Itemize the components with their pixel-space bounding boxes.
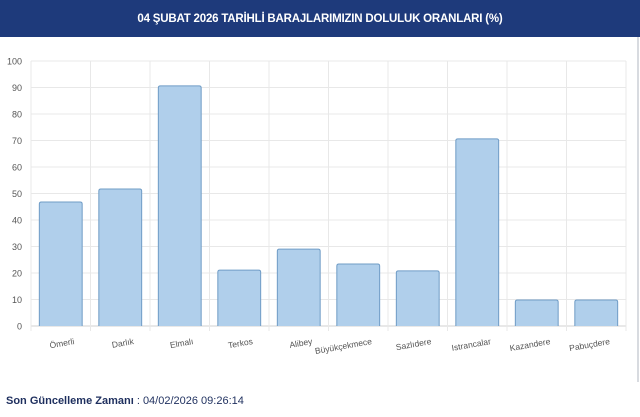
- bar-büyükçekmece: [336, 263, 381, 326]
- last-update: Son Güncelleme Zamanı : 04/02/2026 09:26…: [6, 395, 244, 407]
- y-tick-label: 0: [17, 322, 22, 332]
- y-tick-label: 70: [12, 136, 22, 146]
- x-tick-label: Darlık: [111, 336, 135, 350]
- y-tick-label: 80: [12, 110, 22, 120]
- y-tick-label: 40: [12, 216, 22, 226]
- bar-kazandere: [514, 299, 559, 326]
- last-update-label: Son Güncelleme Zamanı: [6, 395, 134, 407]
- bar-pabuçdere: [574, 299, 619, 326]
- x-tick-label: Ömerli: [49, 336, 75, 350]
- bar-elmalı: [157, 85, 202, 326]
- page-title: 04 ŞUBAT 2026 TARİHLİ BARAJLARIMIZIN DOL…: [137, 12, 503, 25]
- y-tick-label: 100: [7, 57, 22, 67]
- x-tick-label: Pabuçdere: [568, 336, 610, 353]
- x-tick-label: Sazlıdere: [395, 336, 432, 352]
- x-tick-label: Elmalı: [169, 336, 194, 350]
- bar-sazlıdere: [395, 270, 440, 326]
- bar-chart: 0 10 20 30 40 50 60 70 80 90 100 Ömerli Darlık Elmalı…: [7, 57, 627, 356]
- y-tick-label: 60: [12, 163, 22, 173]
- y-tick-label: 50: [12, 189, 22, 199]
- bar-ömerli: [38, 201, 83, 326]
- x-tick-label: Kazandere: [509, 336, 551, 353]
- y-tick-label: 30: [12, 242, 22, 252]
- x-tick-label: Terkos: [227, 336, 253, 350]
- bar-istrancalar: [455, 138, 500, 326]
- bar-terkos: [217, 269, 262, 326]
- y-tick-label: 10: [12, 295, 22, 305]
- last-update-separator: :: [133, 395, 143, 407]
- x-tick-label: Büyükçekmece: [314, 336, 373, 356]
- bar-darlık: [98, 188, 143, 326]
- y-tick-label: 90: [12, 83, 22, 93]
- last-update-value: 04/02/2026 09:26:14: [142, 395, 244, 407]
- y-tick-label: 20: [12, 269, 22, 279]
- x-tick-label: Alibey: [289, 336, 314, 350]
- panel-border: [637, 37, 639, 382]
- bar-alibey: [276, 248, 321, 326]
- x-tick-label: Istrancalar: [451, 336, 492, 353]
- chart-title-bar: 04 ŞUBAT 2026 TARİHLİ BARAJLARIMIZIN DOL…: [0, 0, 640, 37]
